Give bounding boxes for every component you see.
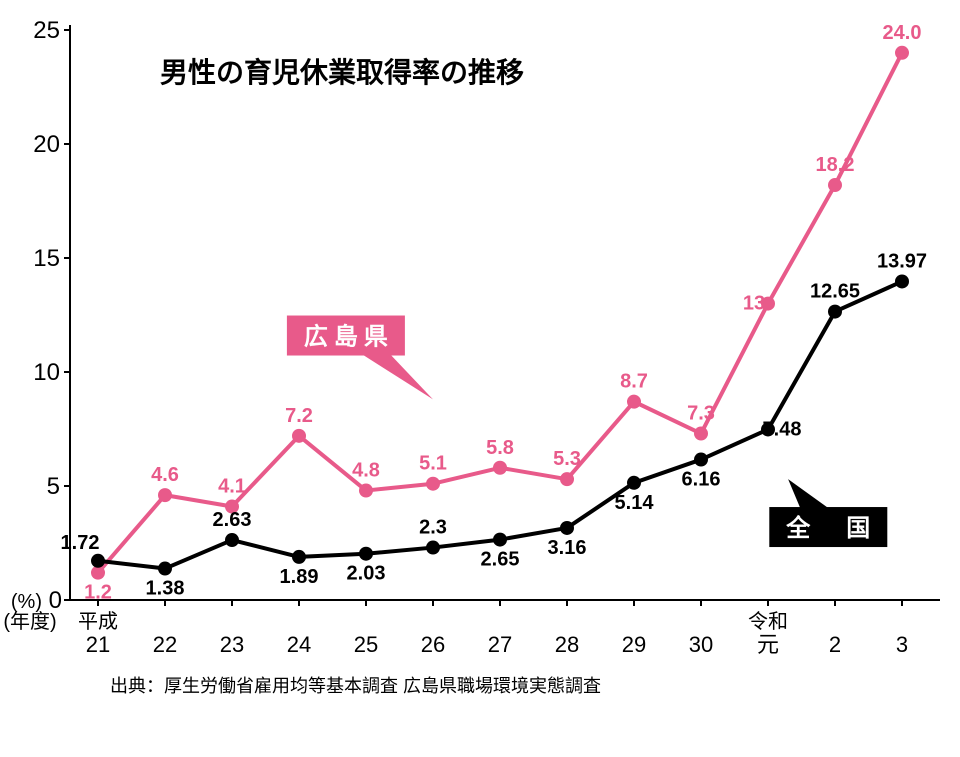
y-unit-label: (%) [11, 591, 42, 613]
series-marker [560, 521, 574, 535]
value-label: 3.16 [548, 537, 587, 559]
value-label: 4.1 [218, 476, 246, 498]
series-marker [627, 476, 641, 490]
series-marker [225, 533, 239, 547]
value-label: 4.6 [151, 464, 179, 486]
x-tick-label: 23 [220, 632, 244, 657]
value-label: 1.38 [146, 578, 185, 600]
x-tick-label: 27 [488, 632, 512, 657]
era-heisei-label: 平成 [78, 610, 118, 633]
series-marker [292, 550, 306, 564]
y-tick-label: 20 [33, 131, 60, 158]
legend-pointer-広島県 [362, 355, 433, 400]
series-marker [426, 541, 440, 555]
legend-label-全国: 全 国 [785, 514, 876, 542]
chart-source: 出典：厚生労働省雇用均等基本調査 広島県職場環境実態調査 [110, 676, 601, 696]
x-tick-label: 24 [287, 632, 311, 657]
y-tick-label: 25 [33, 17, 60, 44]
series-marker [359, 484, 373, 498]
series-marker [895, 46, 909, 60]
y-tick-label: 0 [49, 587, 62, 614]
series-marker [158, 488, 172, 502]
series-marker [627, 395, 641, 409]
x-tick-label: 3 [896, 632, 908, 657]
value-label: 24.0 [883, 22, 922, 44]
series-marker [426, 477, 440, 491]
series-marker [895, 274, 909, 288]
chart-container: 0(%)51015202521222324252627282930元23(年度)… [0, 0, 960, 757]
series-marker [493, 533, 507, 547]
value-label: 13 [743, 293, 765, 315]
x-tick-label: 22 [153, 632, 177, 657]
legend-pointer-全国 [788, 479, 828, 508]
x-tick-label: 2 [829, 632, 841, 657]
x-axis-prefix: (年度) [3, 610, 56, 633]
y-tick-label: 15 [33, 245, 60, 272]
x-tick-label: 30 [689, 632, 713, 657]
series-marker [828, 178, 842, 192]
x-tick-label: 21 [86, 632, 110, 657]
value-label: 2.3 [419, 517, 447, 539]
value-label: 5.3 [553, 448, 581, 470]
value-label: 13.97 [877, 250, 927, 272]
series-marker [359, 547, 373, 561]
value-label: 2.63 [213, 509, 252, 531]
series-marker [694, 453, 708, 467]
value-label: 1.2 [84, 582, 112, 604]
x-tick-label: 25 [354, 632, 378, 657]
series-marker [292, 429, 306, 443]
series-marker [493, 461, 507, 475]
y-tick-label: 5 [47, 473, 60, 500]
value-label: 7.3 [687, 403, 715, 425]
value-label: 1.89 [280, 566, 319, 588]
value-label: 7.48 [763, 418, 802, 440]
value-label: 4.8 [352, 460, 380, 482]
x-tick-label: 26 [421, 632, 445, 657]
value-label: 18.2 [816, 154, 855, 176]
value-label: 1.72 [61, 532, 100, 554]
series-marker [560, 472, 574, 486]
era-reiwa-label: 令和 [748, 610, 788, 633]
x-tick-label: 元 [757, 632, 779, 657]
value-label: 6.16 [682, 469, 721, 491]
series-marker [828, 305, 842, 319]
value-label: 5.14 [615, 492, 655, 514]
x-tick-label: 28 [555, 632, 579, 657]
value-label: 7.2 [285, 405, 313, 427]
value-label: 5.8 [486, 437, 514, 459]
series-marker [91, 554, 105, 568]
series-marker [158, 562, 172, 576]
value-label: 5.1 [419, 453, 447, 475]
legend-label-広島県: 広島県 [304, 323, 394, 351]
x-tick-label: 29 [622, 632, 646, 657]
value-label: 8.7 [620, 371, 648, 393]
chart-title: 男性の育児休業取得率の推移 [160, 56, 524, 88]
value-label: 2.03 [347, 563, 386, 585]
series-marker [694, 427, 708, 441]
y-tick-label: 10 [33, 359, 60, 386]
value-label: 2.65 [481, 549, 520, 571]
line-chart: 0(%)51015202521222324252627282930元23(年度)… [0, 0, 960, 757]
value-label: 12.65 [810, 281, 860, 303]
